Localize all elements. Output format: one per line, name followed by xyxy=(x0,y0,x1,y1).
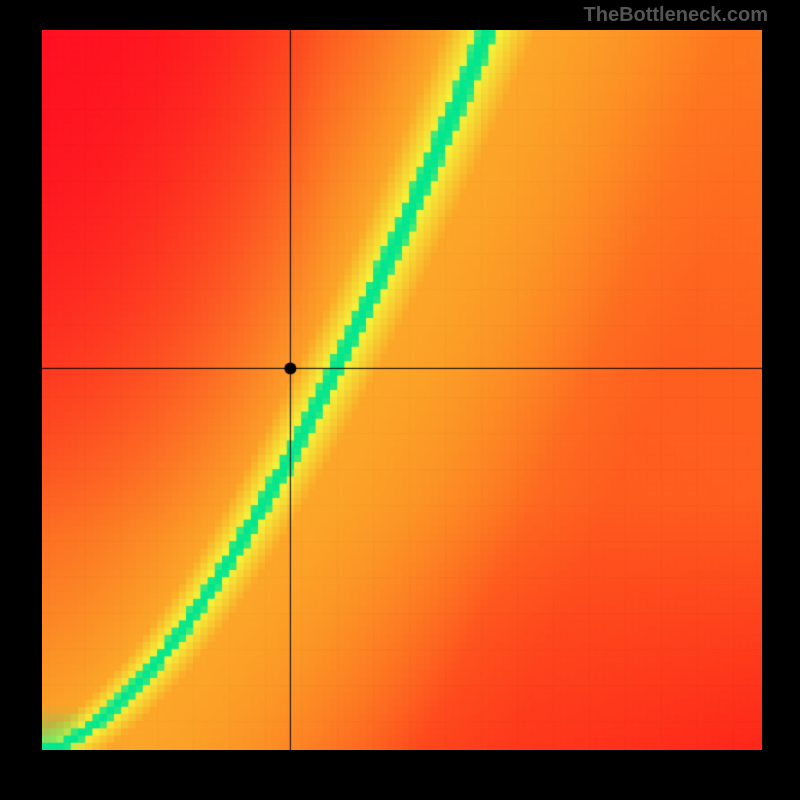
watermark-text: TheBottleneck.com xyxy=(584,4,768,27)
bottleneck-heatmap xyxy=(42,30,762,750)
